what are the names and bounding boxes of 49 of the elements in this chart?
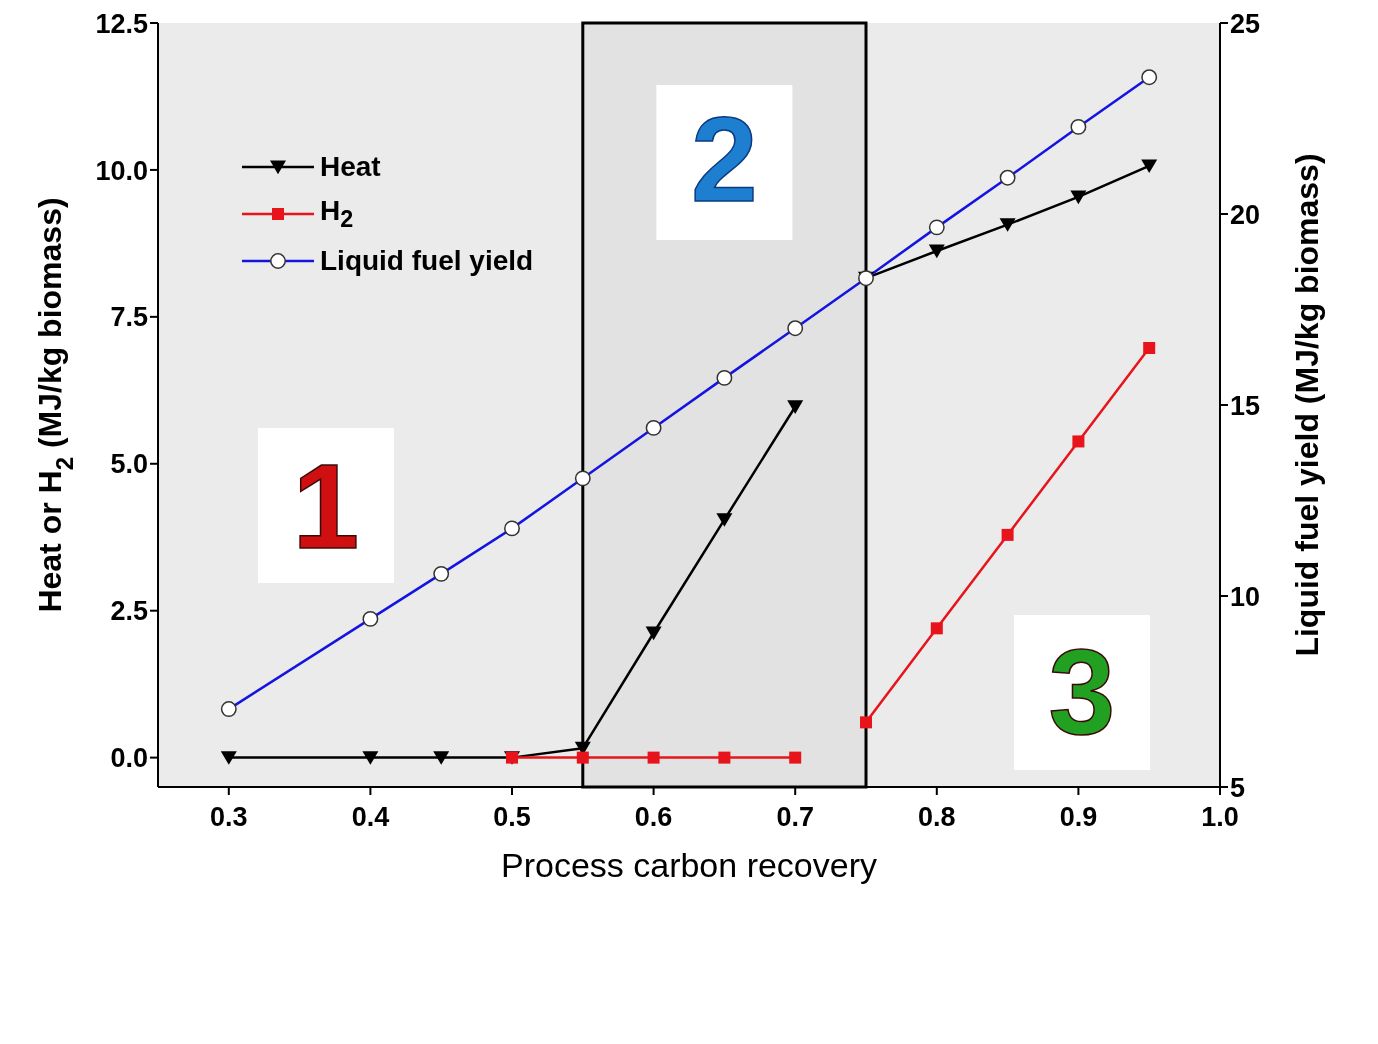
y-tick-label: 7.5 — [110, 302, 148, 333]
point — [718, 751, 731, 764]
point — [999, 218, 1016, 232]
point — [433, 751, 450, 765]
number-label-box: 1 — [257, 428, 394, 584]
x-tick-label: 0.6 — [634, 802, 673, 833]
y-tick-label: 2.5 — [110, 596, 148, 627]
point — [789, 751, 802, 764]
y-tick-label: 5.0 — [110, 449, 148, 480]
point — [220, 751, 237, 765]
point — [645, 626, 662, 641]
y-tick-label: 12.5 — [95, 8, 148, 39]
point — [1141, 159, 1158, 174]
y2-axis-title: Liquid fuel yield (MJ/kg biomass) — [1289, 153, 1326, 657]
point — [1072, 435, 1085, 448]
x-tick-label: 0.4 — [351, 802, 390, 833]
x-tick-label: 0.8 — [918, 802, 956, 833]
y-tick-label: 0.0 — [110, 743, 148, 774]
y2-tick-label: 5 — [1230, 772, 1246, 803]
number-label-box: 2 — [656, 85, 793, 240]
point — [716, 513, 733, 527]
annotation: 3 — [1048, 624, 1116, 762]
legend-label: Heat — [320, 150, 381, 183]
point — [928, 244, 945, 259]
x-tick-label: 0.9 — [1059, 802, 1098, 833]
point — [930, 622, 943, 635]
y2-tick-label: 15 — [1230, 390, 1261, 421]
point — [1070, 190, 1087, 205]
y2-tick-label: 10 — [1230, 581, 1261, 612]
point — [647, 751, 660, 764]
point — [1001, 528, 1014, 541]
x-tick-label: 0.5 — [493, 802, 531, 833]
x-tick-label: 1.0 — [1201, 802, 1239, 833]
point — [1143, 341, 1156, 354]
annotation: 1 — [292, 437, 360, 575]
legend-label: Liquid fuel yield — [320, 244, 534, 277]
x-tick-label: 0.7 — [776, 802, 814, 833]
legend-label: H$_{2}$ — [320, 194, 354, 233]
point — [860, 716, 872, 729]
point — [576, 751, 589, 764]
band-label: 2 — [691, 92, 758, 226]
y2-tick-label: 25 — [1230, 8, 1261, 39]
x-axis-title: Process carbon recovery — [500, 846, 878, 884]
point — [362, 751, 379, 765]
y-tick-label: 10.0 — [95, 155, 148, 186]
point — [787, 400, 804, 414]
number-label-box: 3 — [1013, 614, 1150, 770]
y2-tick-label: 20 — [1230, 199, 1261, 230]
x-tick-label: 0.3 — [210, 802, 248, 833]
